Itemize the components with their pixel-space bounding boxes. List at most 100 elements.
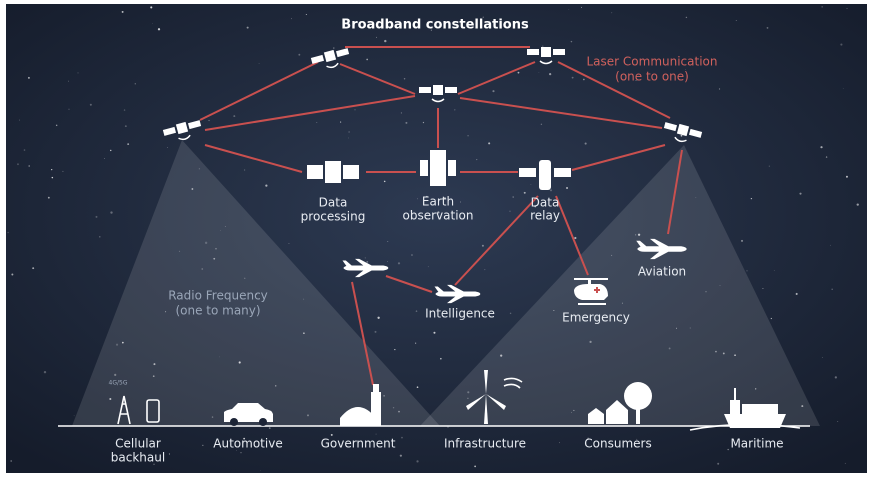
star: [340, 122, 341, 123]
star: [99, 236, 100, 237]
star: [387, 261, 388, 262]
star: [569, 9, 570, 10]
node-label: Aviation: [638, 265, 686, 279]
star: [48, 197, 50, 199]
star: [460, 202, 461, 203]
star: [150, 6, 152, 8]
star: [774, 270, 775, 271]
star: [433, 332, 435, 334]
star: [202, 445, 203, 446]
star: [741, 240, 743, 242]
star: [524, 192, 526, 194]
star: [454, 110, 455, 111]
star: [518, 72, 520, 74]
star: [513, 196, 514, 197]
star: [354, 109, 355, 110]
badge: 4G/5G: [109, 380, 128, 387]
star: [32, 267, 34, 269]
star: [167, 147, 168, 148]
star: [135, 83, 136, 84]
star: [767, 27, 769, 29]
star: [539, 72, 540, 73]
star: [366, 261, 368, 263]
star: [62, 171, 63, 172]
star: [122, 11, 124, 13]
star: [394, 349, 395, 350]
star: [401, 112, 402, 113]
ground-label: Cellular: [115, 437, 161, 451]
star: [492, 90, 494, 92]
star: [482, 245, 484, 247]
star: [549, 73, 551, 75]
star: [566, 187, 568, 189]
star: [51, 169, 52, 170]
star: [769, 166, 770, 167]
star: [244, 169, 245, 170]
star: [417, 386, 419, 388]
star: [90, 104, 92, 106]
star: [542, 45, 543, 46]
star: [417, 199, 418, 200]
star: [69, 109, 70, 110]
ground-label: Consumers: [584, 437, 651, 451]
star: [727, 449, 728, 450]
star: [476, 159, 477, 160]
star: [44, 371, 46, 373]
laser-label: Laser Communication: [586, 55, 717, 69]
star: [837, 421, 838, 422]
star: [298, 54, 300, 56]
star: [474, 465, 476, 467]
star: [751, 198, 752, 199]
node-label: processing: [301, 210, 366, 224]
star: [260, 470, 261, 471]
star: [10, 460, 12, 462]
node-label: Data: [319, 196, 348, 210]
star: [401, 437, 403, 439]
star: [799, 193, 801, 195]
star: [820, 146, 822, 148]
star: [400, 455, 402, 457]
star: [259, 63, 260, 64]
star: [19, 120, 20, 121]
star: [306, 14, 307, 15]
star: [574, 237, 576, 239]
star: [265, 185, 267, 187]
ground-label: Automotive: [213, 437, 282, 451]
star: [124, 109, 125, 110]
rf-label: Radio Frequency: [168, 289, 268, 303]
star: [348, 138, 349, 139]
star: [822, 357, 823, 358]
star: [127, 143, 129, 145]
star: [583, 79, 585, 81]
ground-label: Maritime: [730, 437, 783, 451]
star: [28, 77, 30, 79]
star: [826, 156, 827, 157]
star: [365, 257, 366, 258]
star: [384, 40, 386, 42]
diagram: Data processing Earth observation Data r…: [0, 0, 873, 478]
star: [840, 44, 842, 46]
star: [681, 135, 683, 137]
node-label: Earth: [422, 195, 454, 209]
star: [484, 269, 485, 270]
star: [822, 6, 823, 7]
node-label: Data: [531, 196, 560, 210]
page: {"title": "Broadband constellations", "l…: [0, 0, 873, 478]
star: [488, 142, 490, 144]
star: [411, 254, 413, 256]
star: [28, 165, 30, 167]
star: [404, 78, 405, 79]
star: [541, 124, 542, 125]
ground-label: Government: [321, 437, 396, 451]
star: [746, 270, 747, 271]
star: [398, 262, 400, 264]
node-label: Intelligence: [425, 307, 495, 321]
star: [236, 450, 237, 451]
star: [416, 460, 418, 462]
star: [78, 72, 79, 73]
star: [571, 41, 572, 42]
star: [763, 288, 764, 289]
star: [796, 293, 798, 295]
star: [847, 8, 848, 9]
star: [125, 125, 127, 127]
